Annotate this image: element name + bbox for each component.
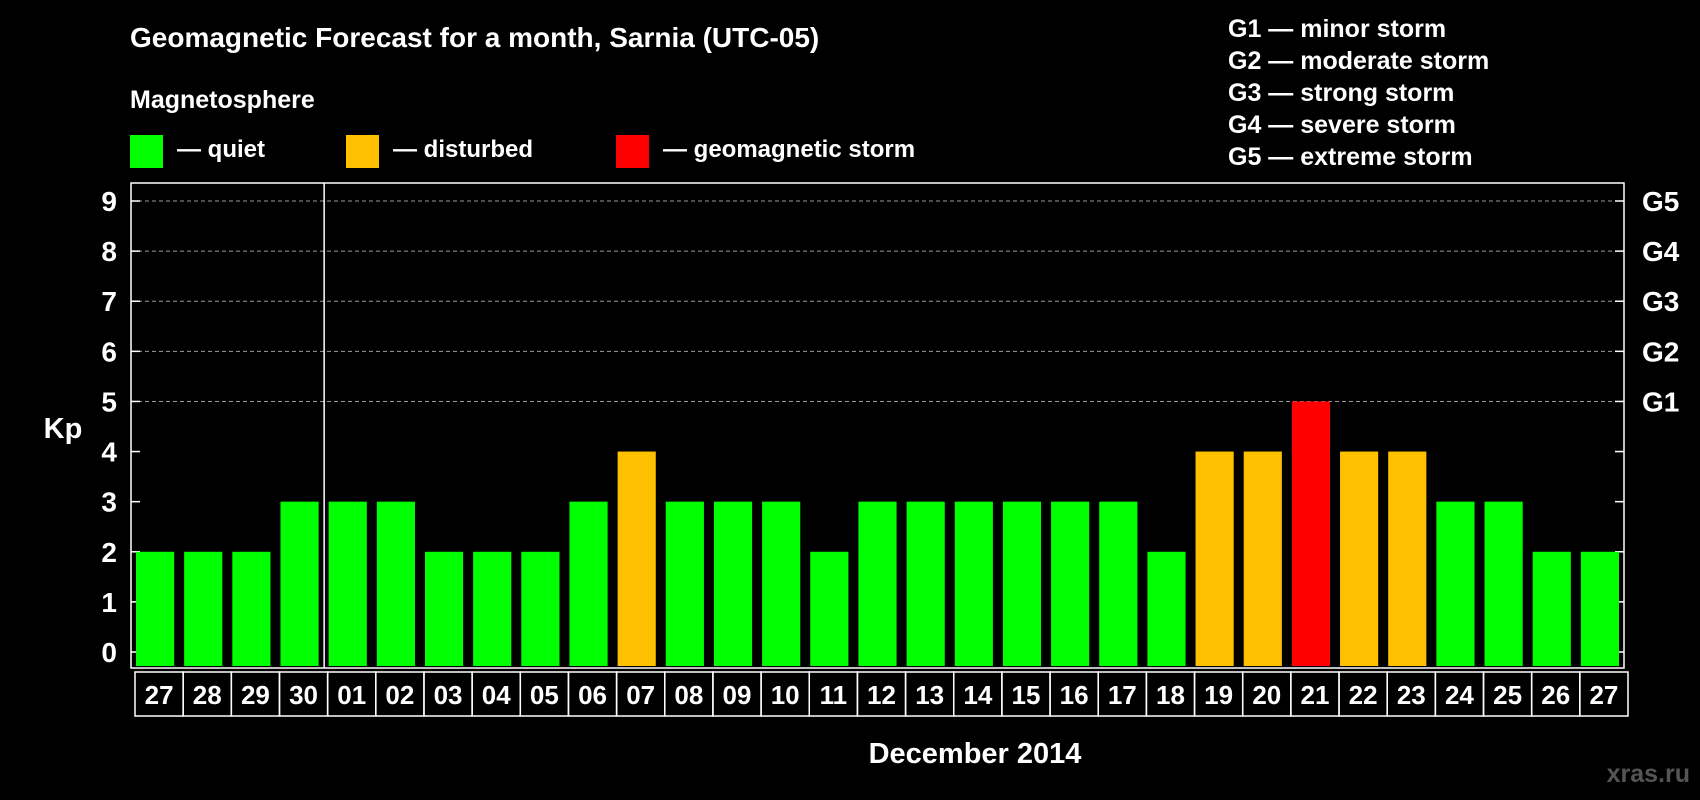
x-tick-label-8: 04 [482, 680, 511, 710]
bar-day-9 [521, 551, 560, 666]
bar-day-8 [473, 551, 512, 666]
bar-day-16 [858, 501, 897, 666]
bar-day-27 [1388, 451, 1427, 666]
bar-day-14 [762, 501, 801, 666]
storm-scale-g3: G3 — strong storm [1228, 79, 1454, 107]
legend-label-disturbed: — disturbed [393, 136, 533, 163]
bar-day-18 [954, 501, 993, 666]
x-tick-label-22: 18 [1156, 680, 1185, 710]
y-tick-label-8: 8 [101, 236, 117, 267]
storm-scale-g1: G1 — minor storm [1228, 15, 1446, 43]
bar-day-26 [1340, 451, 1379, 666]
y-axis-label: Kp [44, 413, 83, 445]
x-tick-label-12: 08 [674, 680, 703, 710]
y-tick-label-0: 0 [101, 637, 117, 668]
bar-day-21 [1099, 501, 1138, 666]
right-axis-label-g3: G3 [1642, 286, 1679, 317]
legend-label-storm: — geomagnetic storm [663, 136, 915, 163]
y-tick-label-9: 9 [101, 186, 117, 217]
x-tick-label-29: 25 [1493, 680, 1522, 710]
x-tick-label-9: 05 [530, 680, 559, 710]
x-tick-label-27: 23 [1397, 680, 1426, 710]
y-tick-label-7: 7 [101, 286, 117, 317]
bar-day-6 [376, 501, 415, 666]
x-tick-label-3: 29 [241, 680, 270, 710]
chart-title: Geomagnetic Forecast for a month, Sarnia… [130, 22, 819, 53]
legend-label-quiet: — quiet [177, 136, 265, 163]
right-axis-label-g2: G2 [1642, 336, 1679, 367]
bar-day-23 [1195, 451, 1234, 666]
bar-day-7 [424, 551, 464, 666]
x-axis-label: December 2014 [869, 738, 1082, 770]
bar-day-13 [713, 501, 753, 666]
y-tick-label-2: 2 [101, 537, 117, 568]
x-tick-label-17: 13 [915, 680, 944, 710]
bar-day-15 [810, 551, 849, 666]
y-tick-label-6: 6 [101, 336, 117, 367]
x-tick-label-14: 10 [771, 680, 800, 710]
x-tick-label-21: 17 [1108, 680, 1137, 710]
bar-day-10 [569, 501, 608, 666]
x-tick-label-5: 01 [337, 680, 366, 710]
storm-scale-g2: G2 — moderate storm [1228, 47, 1489, 75]
legend-swatch-storm [616, 135, 649, 168]
x-tick-label-20: 16 [1060, 680, 1089, 710]
legend-title: Magnetosphere [130, 86, 315, 114]
x-tick-label-11: 07 [626, 680, 655, 710]
y-tick-label-5: 5 [101, 386, 117, 417]
x-tick-label-25: 21 [1300, 680, 1329, 710]
bar-day-29 [1484, 501, 1523, 666]
y-tick-label-4: 4 [101, 437, 117, 468]
bar-day-5 [328, 501, 367, 666]
bar-day-24 [1243, 451, 1282, 666]
storm-scale-g5: G5 — extreme storm [1228, 143, 1473, 171]
x-tick-label-1: 27 [145, 680, 174, 710]
x-tick-label-30: 26 [1541, 680, 1570, 710]
legend-swatch-quiet [130, 135, 163, 168]
bar-day-22 [1147, 551, 1186, 666]
x-tick-label-15: 11 [820, 680, 848, 710]
bar-day-20 [1051, 501, 1090, 666]
x-tick-label-2: 28 [193, 680, 222, 710]
x-tick-label-16: 12 [867, 680, 896, 710]
bar-day-1 [136, 551, 175, 666]
bar-day-28 [1436, 501, 1475, 666]
bar-day-12 [665, 501, 704, 666]
right-axis-label-g1: G1 [1642, 386, 1679, 417]
x-tick-label-23: 19 [1204, 680, 1233, 710]
bar-day-19 [1002, 501, 1042, 666]
bar-day-4 [280, 501, 319, 666]
bar-day-17 [906, 501, 945, 666]
x-tick-label-26: 22 [1349, 680, 1378, 710]
bar-day-31 [1580, 551, 1619, 666]
storm-scale-g4: G4 — severe storm [1228, 111, 1456, 139]
x-tick-label-28: 24 [1445, 680, 1474, 710]
right-axis-label-g5: G5 [1642, 186, 1679, 217]
x-tick-label-24: 20 [1252, 680, 1281, 710]
x-tick-label-31: 27 [1589, 680, 1618, 710]
y-tick-label-1: 1 [101, 587, 117, 618]
x-tick-label-7: 03 [434, 680, 463, 710]
bar-day-30 [1532, 551, 1571, 666]
date-cell-31 [1579, 671, 1629, 717]
legend-swatch-disturbed [346, 135, 379, 168]
plot-frame [130, 182, 1625, 669]
right-axis-label-g4: G4 [1642, 236, 1680, 267]
bar-day-11 [617, 451, 656, 666]
x-tick-label-6: 02 [385, 680, 414, 710]
bar-day-3 [232, 551, 271, 666]
x-tick-label-13: 09 [723, 680, 752, 710]
y-tick-label-3: 3 [101, 487, 117, 518]
bar-day-2 [184, 551, 223, 666]
x-tick-label-4: 30 [289, 680, 318, 710]
x-tick-label-18: 14 [963, 680, 992, 710]
bar-day-25 [1291, 401, 1331, 666]
x-tick-label-19: 15 [1012, 680, 1041, 710]
watermark: xras.ru [1607, 760, 1690, 788]
x-tick-label-10: 06 [578, 680, 607, 710]
